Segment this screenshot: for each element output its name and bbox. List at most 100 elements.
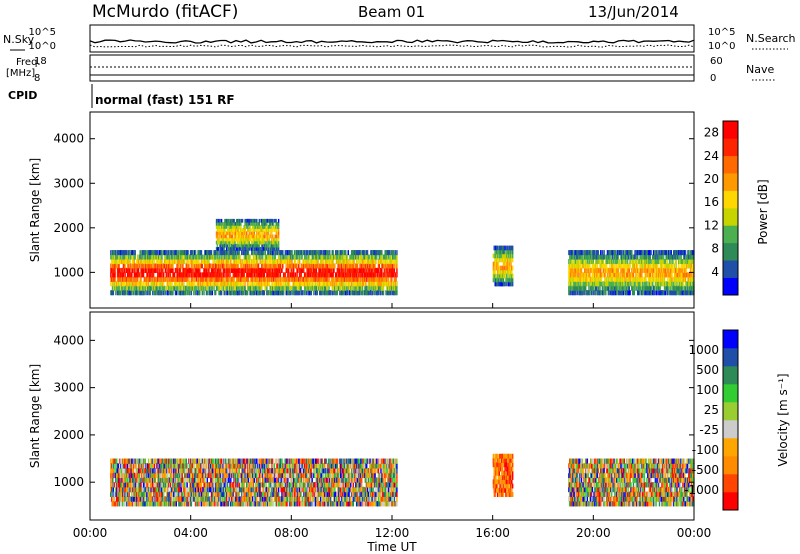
echo-cell bbox=[116, 458, 118, 464]
echo-cell bbox=[336, 281, 339, 287]
echo-cell bbox=[619, 281, 621, 287]
echo-cell bbox=[308, 290, 310, 296]
echo-cell bbox=[511, 273, 514, 279]
echo-cell bbox=[624, 250, 626, 256]
echo-cell bbox=[220, 240, 222, 245]
echo-cell bbox=[125, 250, 127, 256]
echo-cell bbox=[391, 276, 393, 282]
echo-cell bbox=[140, 272, 142, 278]
echo-cell bbox=[225, 276, 228, 282]
echo-cell bbox=[384, 276, 386, 282]
echo-cell bbox=[242, 276, 245, 282]
echo-cell bbox=[365, 254, 367, 260]
echo-cell bbox=[117, 281, 120, 287]
echo-cell bbox=[617, 254, 620, 260]
echo-cell bbox=[690, 285, 693, 291]
echo-cell bbox=[126, 458, 129, 464]
echo-cell bbox=[233, 237, 235, 242]
echo-cell bbox=[313, 276, 315, 282]
echo-cell bbox=[498, 281, 500, 287]
echo-cell bbox=[617, 276, 620, 282]
echo-cell bbox=[133, 281, 136, 287]
echo-cell bbox=[392, 250, 394, 256]
echo-cell bbox=[615, 259, 617, 265]
echo-cell bbox=[665, 272, 667, 278]
echo-cell bbox=[136, 290, 139, 296]
echo-cell bbox=[137, 281, 140, 287]
echo-cell bbox=[185, 276, 188, 282]
echo-cell bbox=[347, 285, 349, 291]
echo-cell bbox=[382, 290, 385, 296]
echo-cell bbox=[678, 267, 680, 273]
echo-cell bbox=[646, 267, 648, 273]
echo-cell bbox=[132, 259, 135, 265]
echo-cell bbox=[150, 285, 152, 291]
echo-cell bbox=[303, 259, 306, 265]
echo-cell bbox=[679, 259, 682, 265]
echo-cell bbox=[123, 501, 125, 507]
echo-cell bbox=[346, 254, 349, 260]
y-tick-label: 3000 bbox=[53, 176, 84, 190]
echo-cell bbox=[223, 225, 225, 229]
echo-cell bbox=[128, 267, 131, 273]
echo-cell bbox=[149, 267, 151, 273]
echo-cell bbox=[258, 222, 261, 226]
echo-cell bbox=[136, 263, 139, 269]
echo-cell bbox=[222, 243, 224, 248]
echo-cell bbox=[116, 496, 118, 502]
echo-cell bbox=[589, 267, 592, 273]
echo-cell bbox=[640, 285, 642, 291]
echo-cell bbox=[501, 265, 503, 271]
echo-cell bbox=[206, 281, 209, 287]
echo-cell bbox=[288, 276, 291, 282]
echo-cell bbox=[501, 253, 504, 259]
echo-cell bbox=[264, 243, 266, 248]
echo-cell bbox=[391, 259, 393, 265]
echo-cell bbox=[289, 285, 292, 291]
echo-cell bbox=[302, 276, 304, 282]
echo-cell bbox=[622, 285, 625, 291]
echo-cell bbox=[129, 468, 131, 474]
echo-cell bbox=[114, 267, 116, 273]
echo-cell bbox=[240, 240, 242, 245]
echo-cell bbox=[580, 267, 583, 273]
echo-cell bbox=[223, 240, 225, 245]
echo-cell bbox=[336, 290, 339, 296]
echo-cell bbox=[228, 246, 230, 251]
echo-cell bbox=[282, 290, 284, 296]
echo-cell bbox=[348, 259, 350, 265]
echo-cell bbox=[386, 272, 389, 278]
echo-cell bbox=[615, 263, 618, 269]
echo-cell bbox=[652, 272, 654, 278]
echo-cell bbox=[249, 218, 251, 223]
echo-cell bbox=[270, 228, 272, 232]
echo-cell bbox=[173, 259, 175, 265]
echo-cell bbox=[129, 486, 131, 493]
echo-cell bbox=[350, 267, 352, 273]
echo-cell bbox=[634, 254, 636, 260]
echo-cell bbox=[169, 263, 172, 269]
echo-cell bbox=[246, 225, 248, 229]
echo-cell bbox=[308, 263, 310, 269]
echo-cell bbox=[339, 250, 342, 256]
echo-cell bbox=[373, 267, 375, 273]
echo-cell bbox=[620, 267, 622, 273]
echo-cell bbox=[255, 263, 257, 269]
echo-cell bbox=[349, 281, 351, 287]
echo-cell bbox=[293, 285, 296, 291]
echo-cell bbox=[283, 285, 286, 291]
echo-cell bbox=[121, 491, 124, 497]
echo-cell bbox=[246, 285, 249, 291]
echo-cell bbox=[197, 272, 199, 278]
echo-cell bbox=[684, 281, 687, 287]
echo-cell bbox=[376, 290, 379, 296]
echo-cell bbox=[579, 250, 582, 256]
echo-cell bbox=[261, 272, 264, 278]
echo-cell bbox=[142, 272, 144, 278]
echo-cell bbox=[313, 254, 316, 260]
echo-cell bbox=[660, 263, 662, 269]
echo-cell bbox=[245, 222, 247, 226]
nave-tick-high: 60 bbox=[710, 56, 723, 67]
echo-cell bbox=[670, 259, 672, 265]
echo-cell bbox=[373, 254, 375, 260]
